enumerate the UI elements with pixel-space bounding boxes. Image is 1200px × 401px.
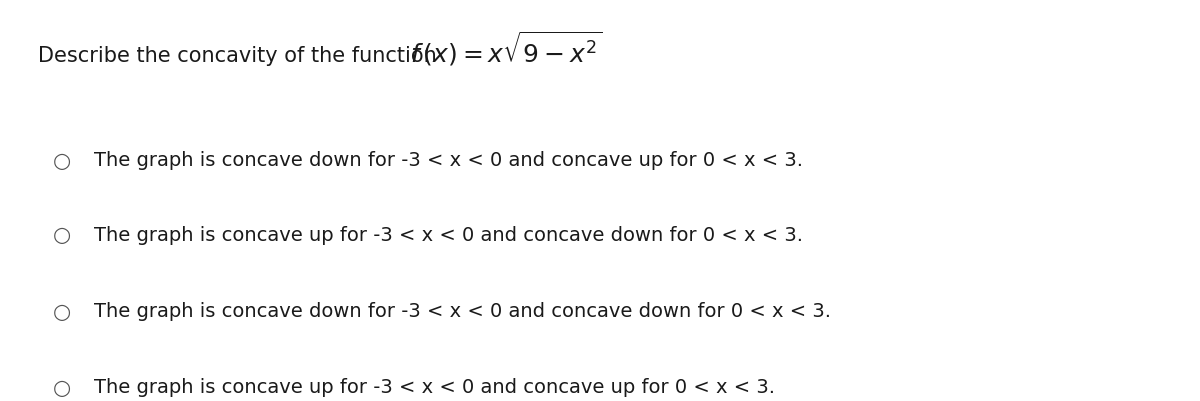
Text: The graph is concave down for -3 < x < 0 and concave up for 0 < x < 3.: The graph is concave down for -3 < x < 0… xyxy=(94,151,803,170)
Text: Describe the concavity of the function: Describe the concavity of the function xyxy=(38,46,437,66)
Text: $f\,(x) = x\sqrt{9-x^2}$: $f\,(x) = x\sqrt{9-x^2}$ xyxy=(410,29,602,68)
Text: ○: ○ xyxy=(53,301,72,321)
Text: ○: ○ xyxy=(53,377,72,397)
Text: The graph is concave up for -3 < x < 0 and concave down for 0 < x < 3.: The graph is concave up for -3 < x < 0 a… xyxy=(94,225,803,244)
Text: The graph is concave down for -3 < x < 0 and concave down for 0 < x < 3.: The graph is concave down for -3 < x < 0… xyxy=(94,301,830,320)
Text: ○: ○ xyxy=(53,150,72,170)
Text: ○: ○ xyxy=(53,225,72,245)
Text: The graph is concave up for -3 < x < 0 and concave up for 0 < x < 3.: The graph is concave up for -3 < x < 0 a… xyxy=(94,377,775,397)
